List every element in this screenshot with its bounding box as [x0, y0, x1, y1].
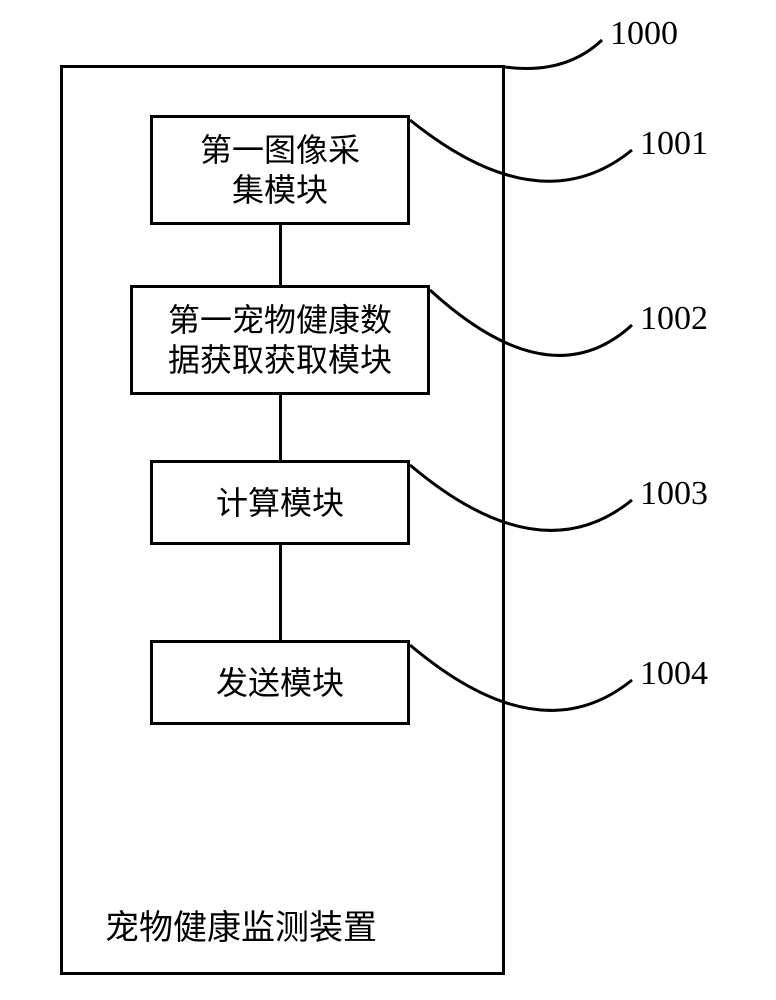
diagram-canvas: 第一图像采集模块 第一宠物健康数据获取获取模块 计算模块 发送模块 1000 1… [0, 0, 776, 1000]
module-label: 计算模块 [216, 483, 344, 523]
leader-arc [425, 285, 637, 405]
leader-arc [500, 35, 607, 80]
connector-line [279, 395, 282, 460]
leader-arc [405, 460, 637, 580]
module-health-data-acquire: 第一宠物健康数据获取获取模块 [130, 285, 430, 395]
ref-label-1004: 1004 [640, 655, 708, 693]
ref-label-1003: 1003 [640, 475, 708, 513]
device-title: 宠物健康监测装置 [105, 900, 377, 949]
ref-label-1000: 1000 [610, 15, 678, 53]
module-image-capture: 第一图像采集模块 [150, 115, 410, 225]
leader-arc [405, 640, 637, 760]
module-send: 发送模块 [150, 640, 410, 725]
ref-label-1002: 1002 [640, 300, 708, 338]
connector-line [279, 225, 282, 285]
module-compute: 计算模块 [150, 460, 410, 545]
module-label: 第一图像采集模块 [200, 130, 360, 210]
connector-line [279, 545, 282, 640]
leader-arc [405, 115, 637, 230]
module-label: 发送模块 [216, 663, 344, 703]
module-label: 第一宠物健康数据获取获取模块 [168, 300, 392, 380]
ref-label-1001: 1001 [640, 125, 708, 163]
